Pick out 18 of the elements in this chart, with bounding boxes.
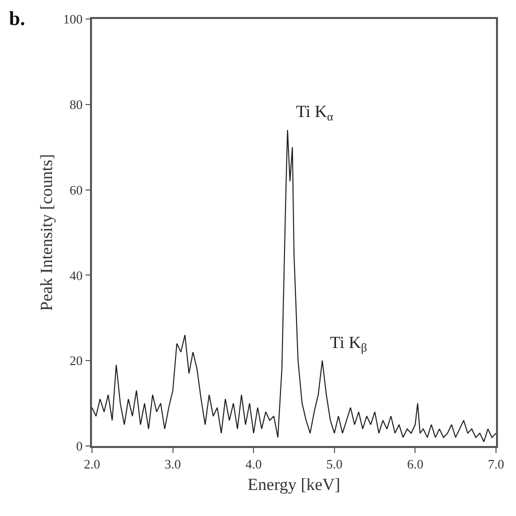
y-tick-label: 40 [70, 268, 83, 283]
line-series [92, 130, 496, 442]
y-tick-label: 80 [70, 96, 83, 112]
x-tick-label: 2.0 [84, 456, 100, 472]
y-tick-label: 20 [70, 353, 83, 368]
x-tick-label: 3.0 [164, 456, 181, 472]
x-tick-label: 6.0 [407, 456, 424, 472]
annotation: Ti K$_{β}$ [330, 333, 368, 355]
y-tick-label: 60 [70, 182, 83, 198]
y-tick-label: 0 [76, 438, 83, 454]
y-axis-title: Peak Intensity [counts] [37, 154, 56, 311]
annotation: Ti K$_{α}$ [296, 102, 334, 124]
x-axis-title: Energy [keV] [248, 475, 340, 494]
x-tick-label: 4.0 [245, 456, 262, 472]
x-tick-label: 5.0 [326, 456, 343, 472]
y-tick-label: 100 [63, 12, 83, 27]
text: b. [9, 8, 26, 30]
x-tick-label: 7.0 [488, 456, 504, 472]
